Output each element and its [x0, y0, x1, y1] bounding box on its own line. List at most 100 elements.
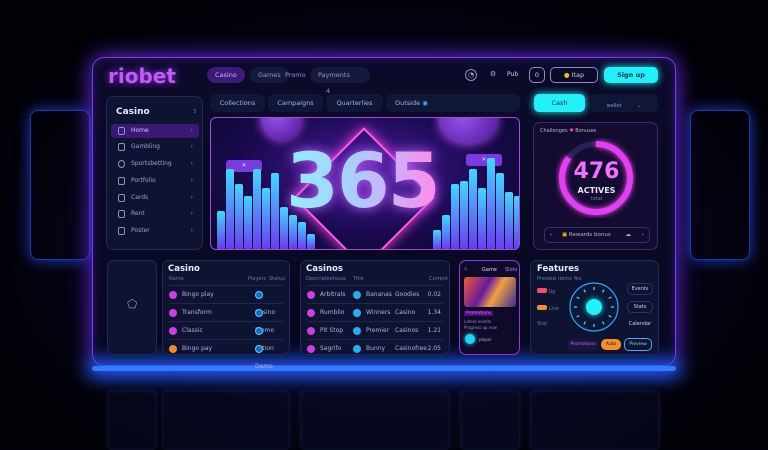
promotions-button[interactable]: Promotions — [567, 339, 599, 350]
status-dot — [169, 290, 177, 299]
sidebar-item-label: Sportsbetting — [131, 160, 172, 167]
sidebar-item-cards[interactable]: Cards › — [111, 191, 199, 205]
table-row[interactable]: Bingo pay Demo — [169, 339, 283, 370]
column-header: Name — [169, 276, 184, 282]
chevron-right-icon: › — [190, 194, 193, 201]
home-icon — [118, 127, 125, 135]
table-row[interactable]: Transform Promo — [169, 303, 283, 334]
coins-button[interactable]: ● Itap — [550, 67, 598, 83]
tab-outside[interactable]: Outside ◉ — [386, 94, 520, 112]
calendar-icon — [118, 210, 125, 218]
nav-payments[interactable]: Payments 4 — [310, 67, 370, 95]
sidebar-item-gambling[interactable]: Gambling › — [111, 140, 199, 154]
table-row[interactable]: Arbitrals Bananas Goodies 0.02 — [307, 285, 443, 303]
dial-tick — [608, 296, 612, 300]
logo[interactable]: riobet — [108, 64, 176, 88]
nav-casino[interactable]: Casino — [207, 67, 245, 83]
game-icon — [353, 308, 361, 317]
phone-line: Progress up now — [464, 325, 497, 330]
chevron-left-icon: ‹ — [550, 232, 553, 238]
sidebar-item-label: Cards — [131, 194, 149, 201]
left-ghost-panel — [30, 110, 90, 260]
table-title: Casinos — [306, 264, 343, 274]
stats-button[interactable]: Stats — [627, 301, 653, 313]
calendar-button[interactable]: Calendar — [628, 321, 652, 327]
game-icon — [353, 344, 361, 353]
game-icon — [353, 290, 361, 299]
status-dot — [169, 326, 177, 335]
dial-tick — [601, 289, 605, 293]
chevron-right-icon: › — [190, 160, 193, 167]
table-row[interactable]: Classic Action — [169, 321, 283, 352]
column-header: Players — [248, 276, 267, 282]
user-label[interactable]: Pub — [507, 71, 519, 78]
signup-button[interactable]: Sign up — [604, 67, 658, 83]
sidebar-item-rent[interactable]: Rent › — [111, 207, 199, 221]
column-header: Status — [269, 276, 285, 282]
phone-line: Latest events — [464, 319, 492, 324]
features-subtitle: Preview items Yes — [537, 276, 582, 282]
sidebar-item-label: Portfolio — [131, 177, 156, 184]
equalizer-bar — [442, 214, 450, 249]
tab-campaigns[interactable]: Campaigns — [268, 94, 323, 112]
dial-control[interactable] — [567, 280, 621, 334]
events-button[interactable]: Events — [627, 283, 653, 295]
row-name: Bingo play — [182, 291, 214, 298]
chevron-right-icon: › — [190, 177, 193, 184]
quick-card[interactable]: ⬠ — [107, 260, 157, 355]
wallet-label: wallet — [606, 103, 622, 109]
table-row[interactable]: Bingo play Casino — [169, 285, 283, 316]
hero-banner[interactable]: ✕ ✕ 365 — [210, 117, 520, 250]
tab-collections[interactable]: Collections — [210, 94, 265, 112]
row-name: Arbitrals — [320, 291, 346, 298]
table-row[interactable]: Sagrifo Bunny Casinofree 2.05 — [307, 339, 443, 357]
sidebar-item-home[interactable]: Home › — [111, 124, 199, 138]
column-header: Issue — [333, 276, 346, 282]
equalizer-bar — [217, 211, 225, 249]
row-tag: Promo — [255, 327, 275, 334]
reward-bar[interactable]: ‹ ▣ Rewards bonus ☁ › — [544, 227, 650, 243]
phone-user: player — [479, 337, 492, 342]
row-name: Sagrifo — [320, 345, 342, 352]
reward-label: Rewards bonus — [568, 232, 611, 238]
feature-left-item: Stat — [537, 321, 548, 327]
sidebar-item-sportsbetting[interactable]: Sportsbetting › — [111, 157, 199, 171]
promo-label: Promotions — [464, 311, 494, 316]
row-value: 1.21 — [427, 327, 441, 334]
nav-promo[interactable]: Promo — [285, 71, 306, 79]
row-tag: Casino — [255, 309, 276, 316]
phone-preview[interactable]: ⌂ Game Slots Promotions Latest events Pr… — [459, 260, 520, 355]
equalizer-bar — [307, 233, 315, 249]
nav-games[interactable]: Games — [250, 67, 289, 83]
dice-icon — [118, 143, 125, 151]
sidebar-item-poster[interactable]: Poster › — [111, 224, 199, 238]
balance-box[interactable]: 0 — [529, 67, 545, 83]
stats-card: Challenges ♥ Bonuses 476 ACTIVES total ‹… — [533, 122, 658, 250]
settings-icon[interactable]: ⚙ — [489, 70, 497, 78]
auto-button[interactable]: Auto — [601, 339, 621, 350]
equalizer-bar — [451, 184, 459, 249]
table-title: Casino — [168, 264, 200, 274]
table-row[interactable]: Pit Stop Premier Casinos 1.21 — [307, 321, 443, 339]
ring-label: ACTIVES — [577, 186, 616, 195]
game-icon — [255, 326, 263, 335]
tab-quarterlies[interactable]: Quarterlies — [326, 94, 383, 112]
ring-value: 476 — [573, 159, 620, 184]
wallet-button[interactable]: wallet ⌄ — [590, 94, 658, 112]
sidebar-item-portfolio[interactable]: Portfolio › — [111, 174, 199, 188]
coins-label: Itap — [571, 71, 585, 79]
cards-icon — [118, 194, 125, 202]
planet-graphic — [261, 118, 301, 140]
notification-icon[interactable]: ◔ — [465, 69, 477, 81]
preview-button[interactable]: Preview — [624, 338, 652, 351]
sidebar-title: Casino — [116, 107, 150, 117]
equalizer-bar — [469, 169, 477, 249]
table-row[interactable]: Rumblio Winners Casino 1.34 — [307, 303, 443, 321]
feature-left-item: Live — [537, 305, 559, 312]
lock-icon: ▣ — [561, 232, 568, 238]
stat-title: Challenges ♥ Bonuses — [540, 128, 597, 134]
cash-button[interactable]: Cash — [534, 94, 585, 112]
features-card: Features Preview items Yes Up Live Stat … — [530, 260, 659, 355]
dial-tick — [601, 321, 605, 325]
nav-payments-label: Payments — [318, 71, 350, 79]
